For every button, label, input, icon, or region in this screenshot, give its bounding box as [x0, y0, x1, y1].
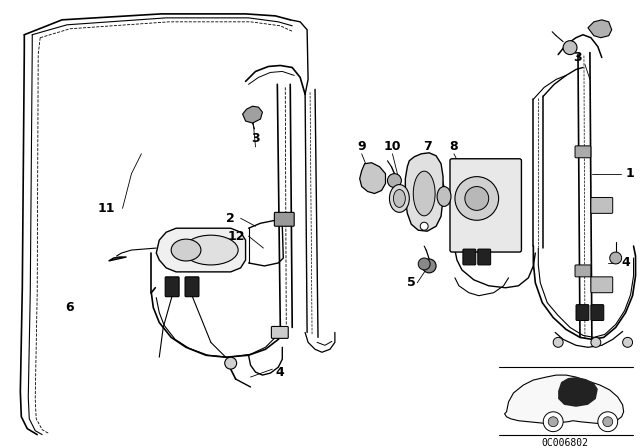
FancyBboxPatch shape: [575, 146, 591, 158]
Circle shape: [563, 41, 577, 55]
Polygon shape: [156, 228, 246, 272]
Text: 10: 10: [384, 140, 401, 153]
Circle shape: [225, 357, 237, 369]
Text: 1: 1: [625, 167, 634, 180]
Circle shape: [610, 252, 621, 264]
Text: 3: 3: [573, 51, 582, 64]
FancyBboxPatch shape: [478, 249, 491, 265]
Circle shape: [465, 186, 489, 211]
Circle shape: [418, 258, 430, 270]
Circle shape: [420, 222, 428, 230]
Text: 7: 7: [423, 140, 431, 153]
FancyBboxPatch shape: [450, 159, 522, 252]
Circle shape: [455, 177, 499, 220]
Text: 0C006802: 0C006802: [541, 438, 589, 448]
FancyBboxPatch shape: [185, 277, 199, 297]
FancyBboxPatch shape: [576, 305, 589, 320]
Text: 8: 8: [450, 140, 458, 153]
Polygon shape: [588, 20, 612, 38]
Polygon shape: [360, 163, 385, 194]
Text: 4: 4: [621, 256, 630, 269]
FancyBboxPatch shape: [575, 265, 591, 277]
Circle shape: [603, 417, 612, 426]
Text: 12: 12: [228, 230, 245, 243]
FancyBboxPatch shape: [591, 198, 612, 213]
FancyBboxPatch shape: [463, 249, 476, 265]
Polygon shape: [405, 153, 443, 231]
Circle shape: [543, 412, 563, 431]
FancyBboxPatch shape: [275, 212, 294, 226]
Ellipse shape: [437, 186, 451, 207]
FancyBboxPatch shape: [165, 277, 179, 297]
Circle shape: [387, 174, 401, 188]
Ellipse shape: [184, 235, 238, 265]
Circle shape: [591, 337, 601, 347]
Text: 5: 5: [407, 276, 415, 289]
Ellipse shape: [171, 239, 201, 261]
Circle shape: [623, 337, 632, 347]
Polygon shape: [558, 377, 598, 407]
Polygon shape: [504, 375, 623, 424]
Circle shape: [598, 412, 618, 431]
Circle shape: [548, 417, 558, 426]
Ellipse shape: [390, 185, 410, 212]
Text: 2: 2: [227, 212, 235, 225]
Text: 3: 3: [251, 133, 260, 146]
Circle shape: [422, 259, 436, 273]
Ellipse shape: [394, 190, 405, 207]
Text: 6: 6: [66, 301, 74, 314]
Text: 9: 9: [357, 140, 366, 153]
Circle shape: [553, 337, 563, 347]
FancyBboxPatch shape: [591, 305, 604, 320]
FancyBboxPatch shape: [271, 327, 288, 338]
FancyBboxPatch shape: [591, 277, 612, 293]
Ellipse shape: [413, 171, 435, 216]
Polygon shape: [243, 106, 262, 123]
Polygon shape: [109, 257, 127, 261]
Text: 4: 4: [276, 366, 285, 379]
Text: 11: 11: [98, 202, 115, 215]
